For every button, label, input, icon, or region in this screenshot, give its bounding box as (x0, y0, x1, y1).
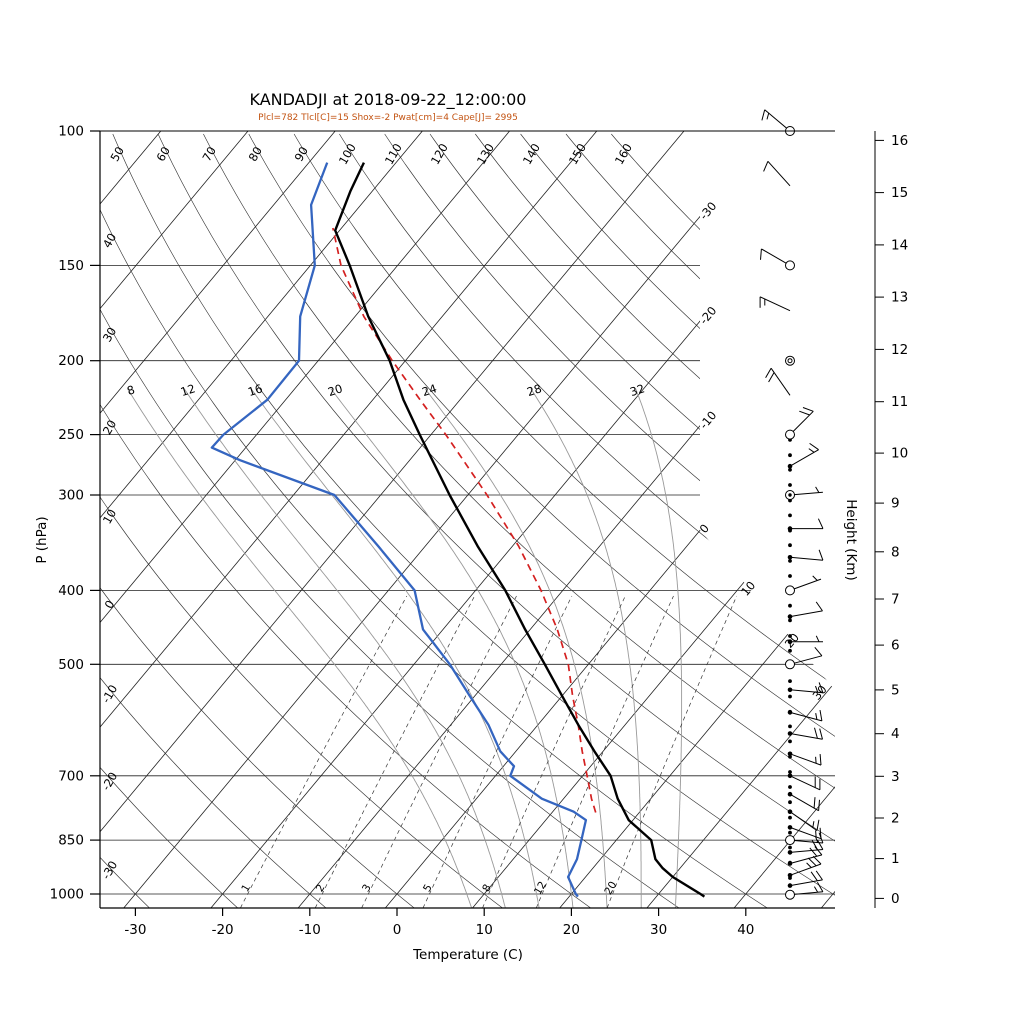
svg-text:13: 13 (891, 290, 908, 306)
svg-text:-20: -20 (99, 770, 121, 793)
svg-text:50: 50 (108, 144, 127, 164)
svg-text:10: 10 (738, 578, 758, 598)
svg-text:60: 60 (154, 144, 173, 164)
svg-text:-30: -30 (124, 922, 146, 938)
svg-text:6: 6 (891, 638, 900, 654)
svg-text:500: 500 (58, 657, 84, 673)
svg-text:40: 40 (100, 231, 119, 251)
svg-text:8: 8 (480, 882, 494, 894)
chart-subtitle: Plcl=782 Tlcl[C]=15 Shox=-2 Pwat[cm]=4 C… (258, 113, 518, 123)
wind-barb-column (759, 109, 824, 900)
svg-text:5: 5 (421, 882, 435, 894)
svg-text:700: 700 (58, 768, 84, 784)
svg-text:28: 28 (525, 381, 543, 399)
svg-text:100: 100 (336, 141, 359, 167)
svg-text:0: 0 (891, 891, 900, 907)
svg-text:3: 3 (891, 769, 900, 785)
svg-text:12: 12 (891, 342, 908, 358)
svg-text:15: 15 (891, 185, 908, 201)
svg-text:100: 100 (58, 124, 84, 140)
svg-text:20: 20 (326, 381, 344, 399)
svg-text:80: 80 (246, 144, 265, 164)
svg-text:4: 4 (891, 726, 900, 742)
svg-text:3: 3 (360, 882, 374, 894)
svg-text:-20: -20 (697, 304, 720, 327)
svg-text:0: 0 (697, 521, 712, 536)
svg-text:16: 16 (891, 133, 908, 149)
svg-text:12: 12 (532, 879, 549, 897)
svg-text:5: 5 (891, 682, 900, 698)
temperature-axis-label: Temperature (C) (413, 947, 523, 963)
svg-text:11: 11 (891, 394, 908, 410)
svg-text:20: 20 (100, 417, 119, 437)
svg-text:-30: -30 (99, 858, 121, 881)
svg-text:7: 7 (891, 592, 900, 608)
svg-text:150: 150 (58, 258, 84, 274)
svg-text:400: 400 (58, 583, 84, 599)
svg-text:2: 2 (314, 882, 328, 894)
svg-text:12: 12 (179, 381, 197, 399)
svg-text:16: 16 (246, 381, 264, 399)
svg-text:110: 110 (382, 141, 405, 167)
svg-text:-10: -10 (299, 922, 321, 938)
svg-text:40: 40 (737, 922, 754, 938)
svg-text:30: 30 (100, 325, 119, 345)
svg-text:-10: -10 (99, 682, 121, 705)
svg-text:10: 10 (100, 507, 119, 527)
svg-text:140: 140 (520, 141, 543, 167)
svg-text:0: 0 (393, 922, 402, 938)
svg-text:24: 24 (420, 381, 438, 399)
svg-text:-10: -10 (697, 408, 720, 431)
svg-text:300: 300 (58, 488, 84, 504)
svg-text:30: 30 (650, 922, 667, 938)
svg-text:20: 20 (563, 922, 580, 938)
profiles (210, 162, 706, 898)
svg-text:14: 14 (891, 237, 908, 253)
chart-title: KANDADJI at 2018-09-22_12:00:00 (249, 90, 527, 109)
svg-text:120: 120 (428, 141, 451, 167)
svg-text:70: 70 (200, 144, 219, 164)
svg-text:8: 8 (125, 382, 136, 398)
svg-text:2: 2 (891, 811, 900, 827)
svg-text:250: 250 (58, 427, 84, 443)
svg-text:10: 10 (476, 922, 493, 938)
svg-text:1: 1 (891, 851, 900, 867)
svg-text:160: 160 (612, 141, 635, 167)
svg-text:-20: -20 (212, 922, 234, 938)
svg-text:1000: 1000 (50, 887, 84, 903)
svg-text:850: 850 (58, 833, 84, 849)
svg-text:20: 20 (602, 879, 619, 897)
svg-text:10: 10 (891, 446, 908, 462)
svg-text:200: 200 (58, 353, 84, 369)
svg-text:9: 9 (891, 496, 900, 512)
svg-text:130: 130 (474, 141, 497, 167)
svg-text:0: 0 (102, 598, 118, 611)
background-grid (100, 131, 835, 908)
svg-text:32: 32 (628, 381, 646, 399)
svg-text:8: 8 (891, 544, 900, 560)
svg-text:90: 90 (292, 144, 311, 164)
svg-text:1: 1 (239, 882, 253, 894)
svg-text:-30: -30 (697, 199, 720, 222)
